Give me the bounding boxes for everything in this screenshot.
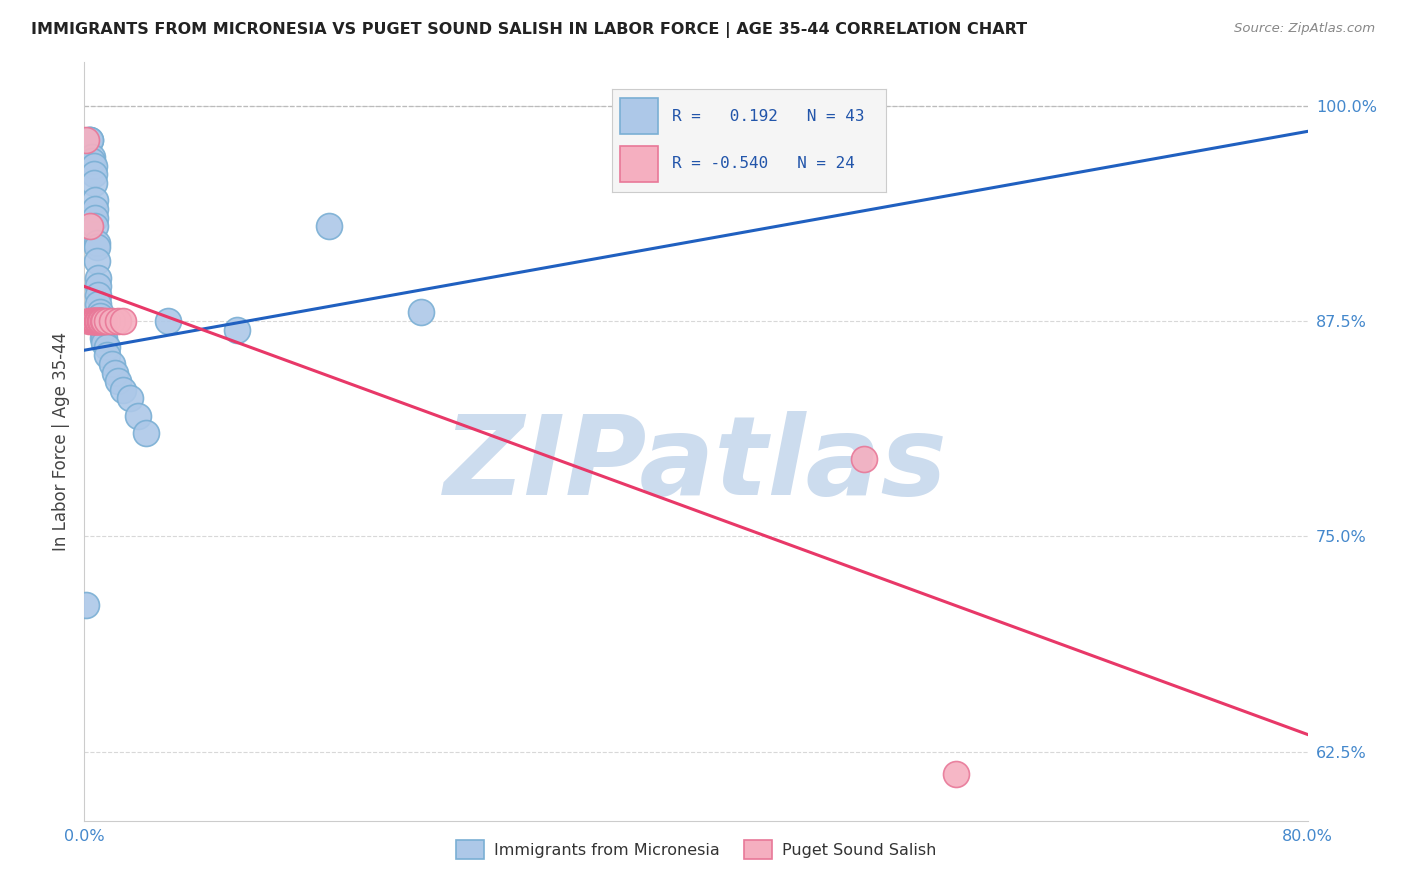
Text: IMMIGRANTS FROM MICRONESIA VS PUGET SOUND SALISH IN LABOR FORCE | AGE 35-44 CORR: IMMIGRANTS FROM MICRONESIA VS PUGET SOUN… xyxy=(31,22,1026,38)
Point xyxy=(111,383,134,397)
Point xyxy=(80,153,103,168)
Point xyxy=(86,240,108,254)
Point xyxy=(79,133,101,147)
Point xyxy=(101,314,124,328)
Point xyxy=(89,314,111,328)
Point xyxy=(84,219,107,234)
Text: Source: ZipAtlas.com: Source: ZipAtlas.com xyxy=(1234,22,1375,36)
Point xyxy=(87,314,110,328)
Point xyxy=(90,314,112,328)
Point xyxy=(83,314,105,328)
Point xyxy=(77,314,100,328)
Point xyxy=(87,270,110,285)
Point xyxy=(84,314,107,328)
Point xyxy=(157,314,180,328)
Text: R =   0.192   N = 43: R = 0.192 N = 43 xyxy=(672,109,865,124)
Legend: Immigrants from Micronesia, Puget Sound Salish: Immigrants from Micronesia, Puget Sound … xyxy=(449,833,943,866)
FancyBboxPatch shape xyxy=(620,145,658,181)
Point xyxy=(84,211,107,225)
Point xyxy=(87,314,110,328)
Point xyxy=(93,331,115,345)
Point xyxy=(945,767,967,781)
Point xyxy=(87,288,110,302)
Y-axis label: In Labor Force | Age 35-44: In Labor Force | Age 35-44 xyxy=(52,332,70,551)
Point xyxy=(96,340,118,354)
Point xyxy=(79,219,101,234)
Point xyxy=(83,159,105,173)
Point xyxy=(101,357,124,371)
Point xyxy=(84,314,107,328)
Point xyxy=(96,348,118,362)
Point xyxy=(91,331,114,345)
Point xyxy=(91,322,114,336)
Point xyxy=(86,236,108,251)
Point xyxy=(87,279,110,293)
Point xyxy=(135,425,157,440)
Point xyxy=(77,133,100,147)
Point xyxy=(318,219,340,234)
Point xyxy=(104,366,127,380)
Text: ZIPatlas: ZIPatlas xyxy=(444,411,948,517)
Point xyxy=(90,319,112,334)
Point xyxy=(83,168,105,182)
Point xyxy=(91,314,114,328)
Point xyxy=(409,305,432,319)
Point xyxy=(84,194,107,208)
Point xyxy=(226,322,249,336)
Point xyxy=(75,133,97,147)
Point xyxy=(86,314,108,328)
Point xyxy=(120,392,142,406)
Point xyxy=(96,314,118,328)
Text: R = -0.540   N = 24: R = -0.540 N = 24 xyxy=(672,156,855,171)
Point xyxy=(127,409,149,423)
Point xyxy=(89,314,111,328)
Point xyxy=(80,314,103,328)
Point xyxy=(80,314,103,328)
Point xyxy=(84,202,107,216)
Point xyxy=(89,305,111,319)
FancyBboxPatch shape xyxy=(620,98,658,135)
Point xyxy=(107,314,129,328)
Point xyxy=(87,296,110,310)
Point xyxy=(86,314,108,328)
Point xyxy=(75,599,97,613)
Point xyxy=(90,314,112,328)
Point xyxy=(93,314,115,328)
Point xyxy=(111,314,134,328)
Point xyxy=(89,314,111,328)
Point xyxy=(80,150,103,164)
Point xyxy=(79,133,101,147)
Point xyxy=(83,314,105,328)
Point xyxy=(853,451,876,466)
Point xyxy=(83,176,105,190)
Point xyxy=(90,314,112,328)
Point xyxy=(107,374,129,388)
Point xyxy=(93,336,115,351)
Point xyxy=(86,253,108,268)
Point xyxy=(89,309,111,323)
